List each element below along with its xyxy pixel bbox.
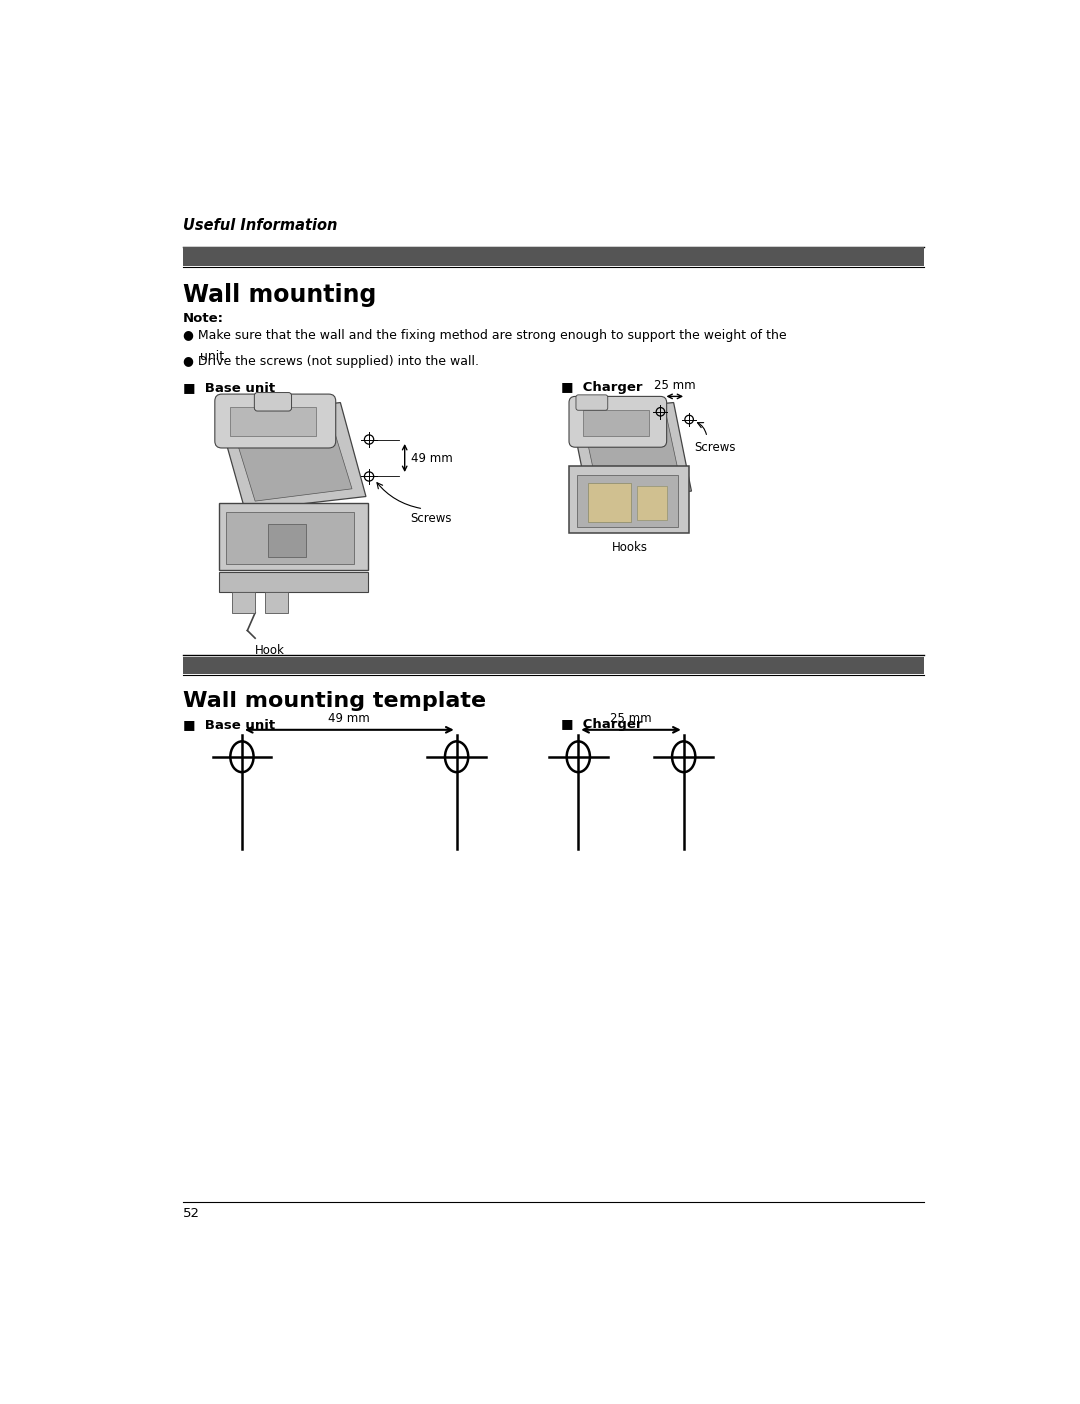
Text: Screws: Screws xyxy=(410,512,451,525)
Text: ■  Charger: ■ Charger xyxy=(562,380,643,395)
Bar xyxy=(266,592,288,612)
Polygon shape xyxy=(570,403,691,500)
Bar xyxy=(583,410,649,437)
Text: Wall mounting: Wall mounting xyxy=(183,284,377,307)
FancyBboxPatch shape xyxy=(576,395,608,410)
Text: ● Make sure that the wall and the fixing method are strong enough to support the: ● Make sure that the wall and the fixing… xyxy=(183,330,786,343)
Text: unit.: unit. xyxy=(200,350,228,364)
Text: ● Drive the screws (not supplied) into the wall.: ● Drive the screws (not supplied) into t… xyxy=(183,355,480,368)
Text: Hook: Hook xyxy=(255,643,285,657)
Bar xyxy=(218,503,367,570)
Bar xyxy=(218,571,367,592)
Text: Screws: Screws xyxy=(694,441,737,453)
Bar xyxy=(227,512,354,564)
Text: ■  Charger: ■ Charger xyxy=(562,719,643,731)
Text: Useful Information: Useful Information xyxy=(183,218,337,233)
FancyBboxPatch shape xyxy=(215,395,336,448)
Bar xyxy=(569,466,689,534)
Text: 25 mm: 25 mm xyxy=(654,379,696,392)
Text: 25 mm: 25 mm xyxy=(610,712,652,726)
Bar xyxy=(637,486,666,519)
Text: Note:: Note: xyxy=(183,312,224,324)
Text: 52: 52 xyxy=(183,1207,200,1220)
Bar xyxy=(232,592,255,612)
Text: ■  Base unit: ■ Base unit xyxy=(183,380,275,395)
Text: Wall mounting template: Wall mounting template xyxy=(183,691,486,712)
Polygon shape xyxy=(583,413,681,493)
Bar xyxy=(230,407,316,437)
Bar xyxy=(183,247,924,265)
Text: 49 mm: 49 mm xyxy=(328,712,370,726)
Bar xyxy=(589,483,631,522)
FancyBboxPatch shape xyxy=(255,393,292,411)
Polygon shape xyxy=(232,413,352,501)
Text: ■  Base unit: ■ Base unit xyxy=(183,719,275,731)
Bar xyxy=(183,657,924,674)
Bar xyxy=(577,475,677,528)
FancyBboxPatch shape xyxy=(569,396,666,448)
Bar xyxy=(268,524,306,556)
Polygon shape xyxy=(218,403,366,511)
Text: 49 mm: 49 mm xyxy=(410,452,453,465)
Text: Hooks: Hooks xyxy=(611,541,647,555)
